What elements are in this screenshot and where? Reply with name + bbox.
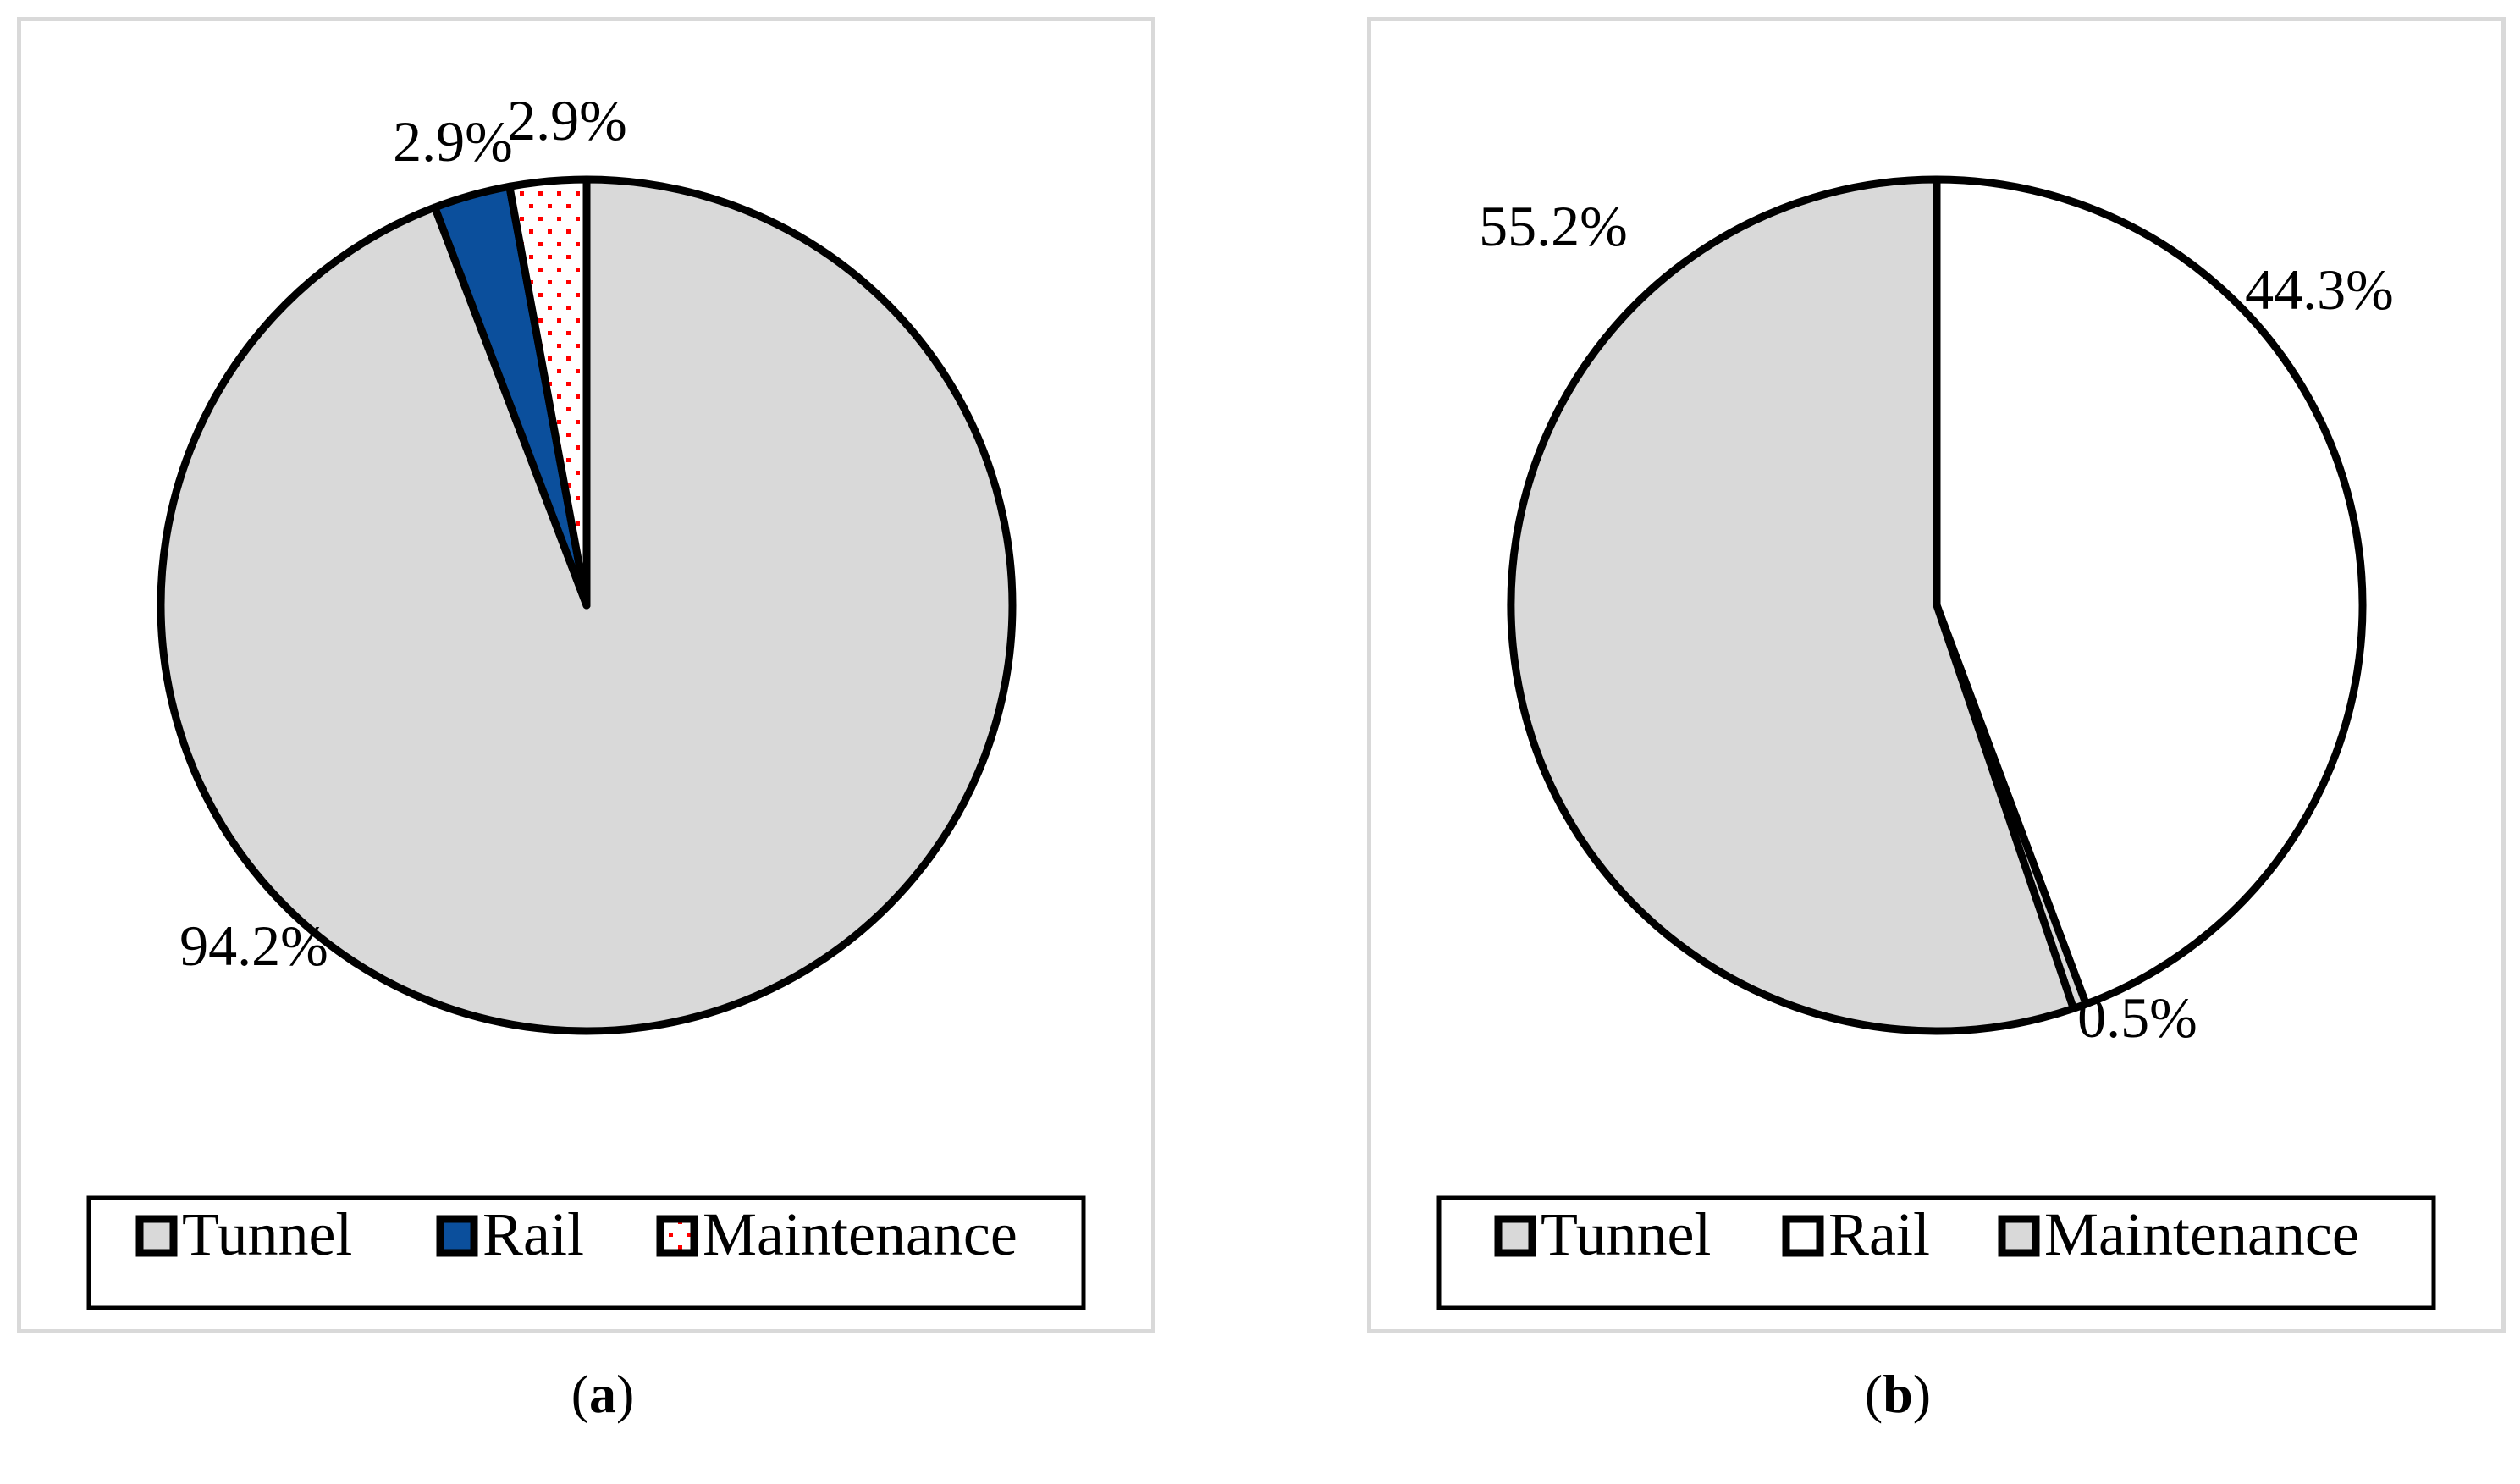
slice-label-rail: 2.9% bbox=[393, 109, 513, 174]
legend-label-tunnel: Tunnel bbox=[182, 1200, 352, 1268]
slice-label-tunnel: 94.2% bbox=[179, 913, 328, 978]
caption-a: (a) bbox=[571, 1364, 635, 1424]
pie-slice-maintenance bbox=[505, 175, 591, 610]
legend-label-rail: Rail bbox=[482, 1200, 584, 1268]
legend-label-rail: Rail bbox=[1828, 1200, 1930, 1268]
legend-label-maintenance: Maintenance bbox=[703, 1200, 1017, 1268]
pie-chart-a: 94.2% 2.9%2.9% Tunnel Rail Maintenance bbox=[86, 88, 1086, 1310]
legend-swatch-tunnel bbox=[1494, 1215, 1536, 1257]
slice-label-maintenance: 0.5% bbox=[2077, 985, 2197, 1050]
slice-label-maintenance: 2.9% bbox=[507, 88, 627, 152]
pie-chart-b: 44.3% 0.5% 55.2% Tunnel Rail Maintenance bbox=[1436, 175, 2436, 1310]
chart-panel-a: 94.2% 2.9% 2.9% Tunnel Rail Maintenance bbox=[17, 17, 1155, 1333]
slice-label-rail: 44.3% bbox=[2245, 257, 2394, 322]
pie-slice-rail bbox=[1933, 175, 2367, 1008]
legend-swatch-rail bbox=[1782, 1215, 1824, 1257]
legend-swatch-rail bbox=[436, 1215, 478, 1257]
legend-swatch-maintenance bbox=[1998, 1215, 2040, 1257]
pie-slice-tunnel bbox=[1507, 175, 2077, 1035]
legend-label-maintenance: Maintenance bbox=[2044, 1200, 2359, 1268]
legend-box bbox=[86, 1195, 1086, 1310]
caption-b: (b) bbox=[1864, 1364, 1932, 1424]
legend-swatch-maintenance bbox=[656, 1215, 698, 1257]
legend-swatch-tunnel bbox=[135, 1215, 178, 1257]
legend-box bbox=[1436, 1195, 2436, 1310]
legend-label-tunnel: Tunnel bbox=[1541, 1200, 1711, 1268]
slice-label-tunnel: 55.2% bbox=[1479, 194, 1628, 258]
chart-panel-b: 44.3% 0.5% 55.2% Tunnel Rail Maintenance bbox=[1367, 17, 2506, 1333]
